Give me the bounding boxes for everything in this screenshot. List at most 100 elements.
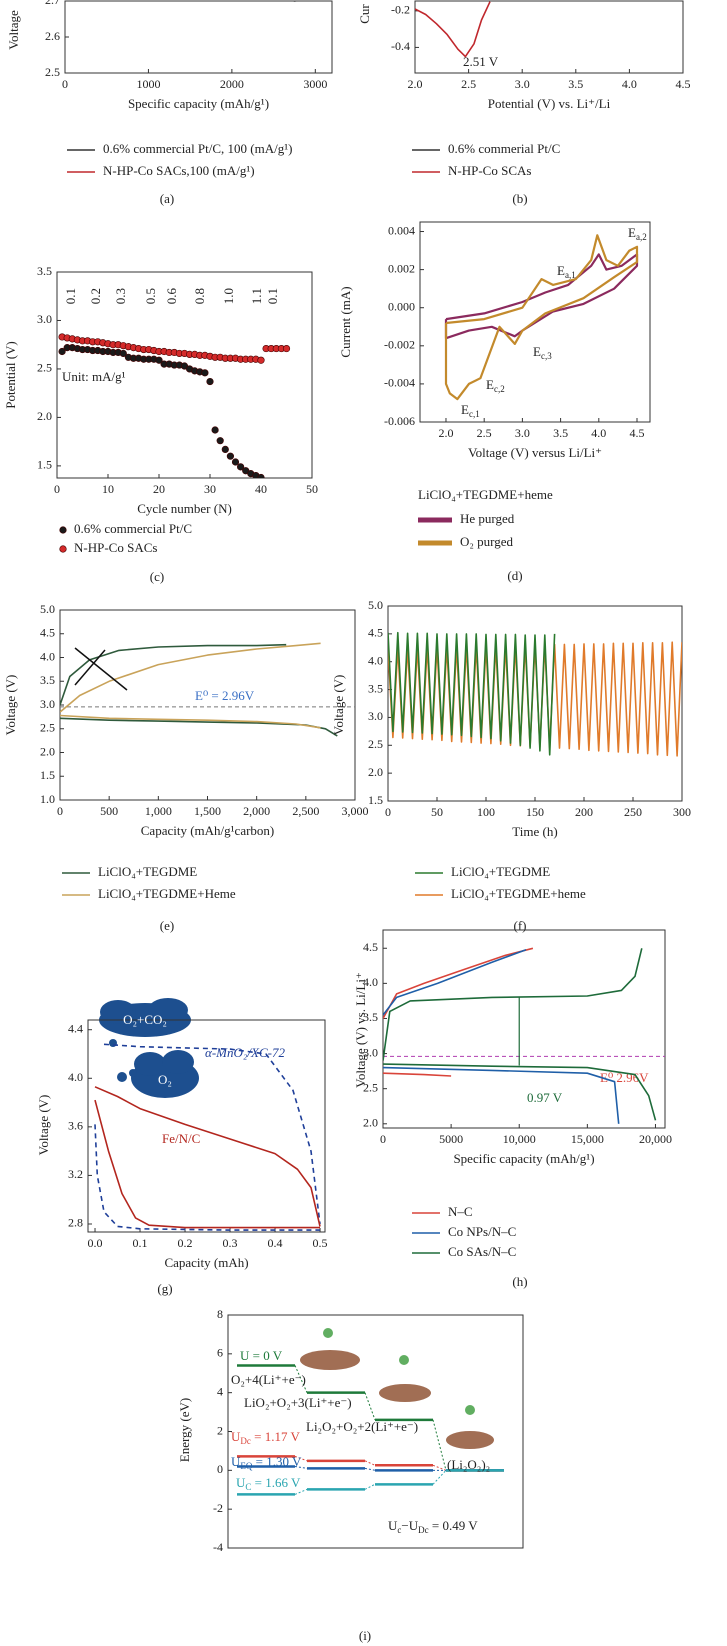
plot-area [60, 642, 338, 737]
series-line [94, 1086, 321, 1229]
state-label: O₂+4(Li⁺+e⁻) [231, 1372, 306, 1387]
y-tick-label: 8 [217, 1307, 223, 1321]
x-tick-label: 4.0 [591, 426, 606, 440]
level-connector [294, 1488, 308, 1495]
plot-area [388, 631, 682, 757]
y-tick-label: 1.5 [37, 458, 52, 472]
y-axis-label: Voltage [6, 10, 21, 50]
x-tick-label: 0.1 [133, 1236, 148, 1250]
annotation: 0.1 [265, 288, 280, 304]
x-tick-label: 3.5 [568, 77, 583, 91]
point [257, 356, 265, 364]
y-tick-label: 3.2 [68, 1167, 83, 1181]
reference-label: E⁰ = 2.96V [195, 688, 255, 703]
legend-label: N-HP-Co SACs,100 (mA/g¹) [103, 163, 255, 178]
series-label: Fe/N/C [162, 1131, 200, 1146]
y-tick-label: 1.5 [40, 768, 55, 782]
annotation: Unit: mA/g¹ [62, 369, 126, 384]
annotation: 0.1 [63, 288, 78, 304]
plot-area [58, 333, 291, 478]
legend-label: N-HP-Co SCAs [448, 163, 531, 178]
y-tick-label: 3.0 [40, 697, 55, 711]
panel-caption: (h) [512, 1274, 527, 1289]
series-line [383, 948, 620, 1124]
x-tick-label: 2.0 [408, 77, 423, 91]
text-part: a,2 [636, 232, 647, 242]
level-connector [294, 1365, 308, 1393]
y-tick-label: 2.0 [37, 409, 52, 423]
panel-caption: (d) [507, 568, 522, 583]
x-tick-label: 3.0 [515, 426, 530, 440]
series-line [60, 643, 338, 737]
x-tick-label: 0 [385, 805, 391, 819]
annotation: Ec,2 [486, 377, 505, 394]
y-tick-label: 2.5 [363, 1080, 378, 1094]
annotation: 2.51 V [463, 54, 499, 69]
panel-caption: (c) [150, 569, 164, 584]
x-tick-label: 3.0 [515, 77, 530, 91]
level-connector [364, 1392, 376, 1421]
x-tick-label: 3,000 [342, 804, 369, 818]
x-tick-label: 1,000 [145, 804, 172, 818]
series-label: α-MnO₂/XC-72 [205, 1045, 285, 1060]
y-tick-label: 2 [217, 1423, 223, 1437]
panel: 1.0 1.5 2.0 2.5 3.0 3.5 4.0 4.5 5.0 0 500 1,000 1,50… [3, 602, 369, 933]
plot-area [383, 947, 657, 1124]
molecule-sketches [300, 1328, 494, 1449]
x-tick-label: 0 [54, 482, 60, 496]
y-tick-label: 2.5 [45, 65, 60, 79]
text-part: = 0.49 V [429, 1518, 479, 1533]
annotation: Ea,1 [557, 263, 576, 280]
x-axis-label: Specific capacity (mAh/g¹) [453, 1151, 594, 1166]
x-tick-label: 100 [477, 805, 495, 819]
text-part: U [388, 1518, 398, 1533]
y-tick-label: 2.5 [40, 721, 55, 735]
point [231, 458, 240, 466]
panel-caption: (i) [359, 1628, 371, 1643]
y-tick-label: -0.006 [384, 414, 415, 428]
point [216, 437, 224, 445]
y-tick-label: 3.6 [68, 1119, 83, 1133]
point [119, 349, 127, 358]
y-tick-label: 3.0 [368, 709, 383, 723]
panel: 2.8 3.2 3.6 4.0 4.4 0.0 0.1 0.2 0.3 0.4 0.5 Capacit… [36, 1012, 328, 1296]
y-tick-label: 3.5 [37, 264, 52, 278]
plot-frame [64, 0, 333, 74]
y-tick-label: 4.0 [368, 653, 383, 667]
y-tick-label: -0.4 [391, 39, 410, 53]
x-tick-label: 40 [255, 482, 267, 496]
legend-label: LiClO₄+TEGDME+Heme [98, 886, 236, 901]
y-tick-label: 4 [217, 1384, 223, 1398]
plot-frame [56, 271, 313, 479]
state-label: (Li₂O₂)₂ [447, 1457, 490, 1472]
panel-caption: (a) [160, 191, 174, 206]
level-label: UEQ = 1.30 V [231, 1454, 302, 1471]
y-tick-label: 2.0 [363, 1116, 378, 1130]
x-tick-label: 0.2 [178, 1236, 193, 1250]
y-axis-label: Voltage (V) vs. Li/Li⁺ [353, 972, 368, 1088]
text-part: = 1.17 V [251, 1429, 301, 1444]
legend-label: 0.6% commercial Pt/C, 100 (mA/g¹) [103, 141, 292, 156]
y-tick-label: 2.5 [368, 737, 383, 751]
x-tick-label: 50 [306, 482, 318, 496]
x-axis-label: Specific capacity (mAh/g¹) [128, 96, 269, 111]
x-tick-label: 0.4 [268, 1236, 283, 1250]
annotation: Ea,2 [628, 225, 647, 242]
y-tick-label: 4.0 [68, 1070, 83, 1084]
y-tick-label: -0.004 [384, 376, 415, 390]
plot-area [94, 1043, 321, 1231]
text-part: c [397, 1525, 401, 1535]
x-tick-label: 0.5 [313, 1236, 328, 1250]
text-part: c,1 [469, 409, 480, 419]
level-connector [432, 1464, 447, 1471]
x-tick-label: 0.0 [88, 1236, 103, 1250]
y-tick-label: 0.000 [388, 299, 415, 313]
text-part: E [533, 344, 541, 359]
point [58, 347, 66, 356]
level-label: UC = 1.66 V [236, 1475, 301, 1492]
x-tick-label: 20,000 [639, 1132, 672, 1146]
annotation: 0.6 [164, 288, 179, 305]
legend-marker [59, 526, 67, 534]
x-tick-label: 2000 [220, 77, 244, 91]
annotation: 1.1 [249, 288, 264, 304]
